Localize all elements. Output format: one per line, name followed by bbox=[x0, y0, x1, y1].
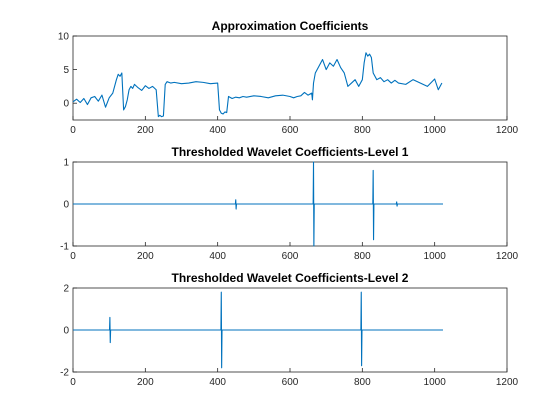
x-tick-label: 1200 bbox=[496, 125, 519, 136]
x-tick-label: 200 bbox=[137, 377, 154, 388]
x-tick-label: 0 bbox=[70, 377, 76, 388]
y-tick-label: 0 bbox=[63, 99, 69, 110]
x-tick-label: 800 bbox=[354, 251, 371, 262]
y-tick-label: 10 bbox=[58, 32, 70, 43]
x-tick-label: 800 bbox=[354, 125, 371, 136]
x-tick-label: 1000 bbox=[424, 377, 447, 388]
x-tick-label: 0 bbox=[70, 125, 76, 136]
subplot-wavelet-level-2: Thresholded Wavelet Coefficients-Level 2… bbox=[60, 271, 518, 388]
x-tick-label: 200 bbox=[137, 125, 154, 136]
tick-labels: 0 200 400 600 800 1000 1200-101 bbox=[60, 158, 518, 263]
subplot-title: Thresholded Wavelet Coefficients-Level 2 bbox=[172, 271, 409, 285]
x-tick-label: 400 bbox=[209, 125, 226, 136]
y-tick-label: 5 bbox=[63, 65, 69, 76]
x-tick-label: 600 bbox=[282, 251, 299, 262]
subplot-title: Thresholded Wavelet Coefficients-Level 1 bbox=[172, 145, 409, 159]
y-tick-label: 0 bbox=[63, 326, 69, 337]
x-tick-label: 800 bbox=[354, 377, 371, 388]
subplot-approximation-coefficients: Approximation Coefficients 0 200 400 600 800… bbox=[58, 19, 519, 136]
x-tick-label: 1000 bbox=[424, 251, 447, 262]
y-tick-label: 0 bbox=[63, 200, 69, 211]
x-tick-label: 1000 bbox=[424, 125, 447, 136]
y-tick-label: -2 bbox=[60, 368, 69, 379]
series-line bbox=[73, 291, 443, 369]
y-tick-label: 2 bbox=[63, 284, 69, 295]
tick-labels: 0 200 400 600 800 1000 1200-202 bbox=[60, 284, 518, 389]
series-line bbox=[73, 161, 443, 247]
x-tick-label: 1200 bbox=[496, 251, 519, 262]
x-tick-label: 400 bbox=[209, 377, 226, 388]
series-line bbox=[72, 52, 443, 118]
tick-labels: 0 200 400 600 800 1000 1200 0 5 10 bbox=[58, 32, 519, 137]
x-tick-label: 200 bbox=[137, 251, 154, 262]
x-tick-label: 1200 bbox=[496, 377, 519, 388]
y-tick-label: 1 bbox=[63, 158, 69, 169]
x-tick-label: 600 bbox=[282, 125, 299, 136]
x-tick-label: 0 bbox=[70, 251, 76, 262]
x-tick-label: 600 bbox=[282, 377, 299, 388]
axes-box bbox=[72, 35, 508, 121]
subplot-wavelet-level-1: Thresholded Wavelet Coefficients-Level 1… bbox=[60, 145, 518, 262]
x-tick-label: 400 bbox=[209, 251, 226, 262]
subplot-title: Approximation Coefficients bbox=[212, 19, 369, 33]
y-tick-label: -1 bbox=[60, 242, 69, 253]
